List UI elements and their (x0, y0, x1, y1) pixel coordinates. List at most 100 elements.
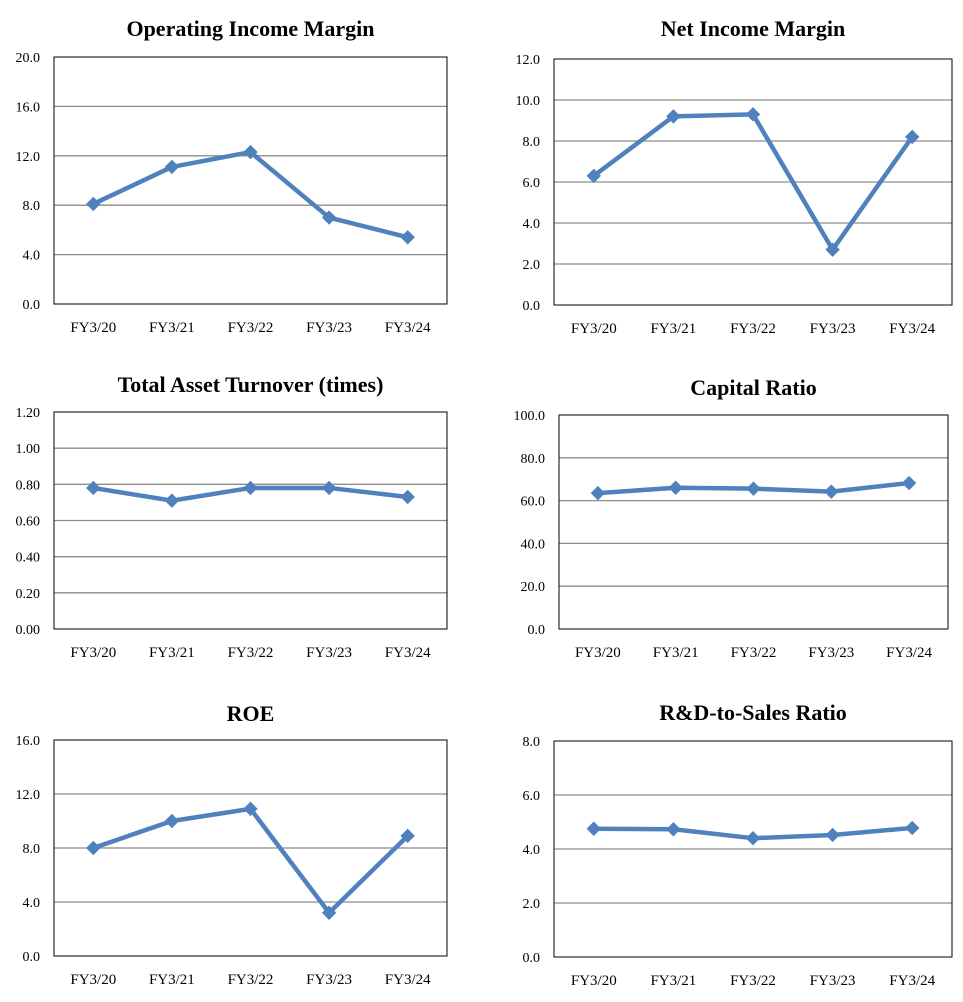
data-point (164, 159, 180, 175)
y-tick-label: 0.0 (23, 950, 41, 965)
y-tick-label: 0.80 (16, 478, 41, 493)
chart-2: Net Income Margin 0.0 2.0 4.0 6.0 8.0 10.0 12.0… (516, 16, 953, 337)
x-tick-label: FY3/20 (571, 321, 617, 337)
x-tick-label: FY3/21 (650, 321, 696, 337)
data-point (824, 484, 839, 499)
y-tick-label: 0.0 (523, 951, 541, 966)
data-point (666, 109, 681, 124)
data-point (321, 480, 337, 496)
y-tick-label: 4.0 (523, 217, 541, 232)
y-tick-label: 2.0 (523, 897, 541, 912)
y-tick-label: 20.0 (521, 580, 546, 595)
x-tick-label: FY3/23 (306, 972, 352, 988)
y-tick-label: 8.0 (523, 135, 541, 150)
y-tick-label: 10.0 (516, 94, 541, 109)
x-tick-label: FY3/20 (575, 645, 621, 661)
x-tick-label: FY3/23 (306, 320, 352, 336)
series-line (92, 149, 409, 240)
y-tick-label: 8.0 (523, 735, 541, 750)
y-tick-label: 0.00 (16, 623, 41, 638)
data-point (590, 485, 606, 501)
x-tick-label: FY3/22 (228, 645, 274, 661)
y-tick-label: 0.0 (528, 623, 546, 638)
chart-3: Total Asset Turnover (times) 0.00 0.20 0.40… (16, 372, 448, 661)
x-tick-label: FY3/21 (653, 645, 699, 661)
x-tick-label: FY3/24 (889, 321, 935, 337)
y-tick-label: 6.0 (523, 176, 541, 191)
data-point (400, 489, 415, 505)
data-point (164, 493, 180, 508)
y-tick-label: 12.0 (16, 150, 41, 165)
plot-area (53, 739, 448, 957)
plot-area (53, 56, 448, 305)
x-tick-label: FY3/22 (730, 973, 776, 989)
y-tick-label: 4.0 (523, 843, 541, 858)
plot-area (558, 414, 949, 630)
y-tick-label: 8.0 (23, 199, 41, 214)
y-tick-label: 6.0 (523, 789, 541, 804)
x-tick-label: FY3/21 (149, 320, 195, 336)
x-tick-label: FY3/23 (810, 321, 856, 337)
y-tick-label: 40.0 (521, 537, 546, 552)
plot-area (553, 58, 953, 306)
y-tick-label: 12.0 (516, 53, 541, 68)
data-point (904, 129, 920, 145)
data-point (164, 813, 180, 829)
data-point (746, 481, 761, 496)
x-tick-label: FY3/22 (730, 321, 776, 337)
x-tick-label: FY3/20 (571, 973, 617, 989)
x-tick-label: FY3/21 (650, 973, 696, 989)
x-tick-label: FY3/24 (889, 973, 935, 989)
data-point (668, 480, 683, 495)
data-point (901, 475, 917, 491)
data-point (904, 820, 920, 836)
chart-5: ROE 0.0 4.0 8.0 12.0 16.0 FY3/20 FY3/21 FY3/22 FY… (16, 701, 448, 988)
y-tick-label: 1.20 (16, 406, 41, 421)
series-line (92, 806, 410, 916)
plot-area (53, 411, 448, 630)
chart-title: Operating Income Margin (126, 16, 374, 41)
y-tick-label: 0.20 (16, 587, 41, 602)
x-tick-label: FY3/22 (731, 645, 777, 661)
data-point (86, 840, 101, 856)
chart-4: Capital Ratio 0.0 20.0 40.0 60.0 80.0 100.0 FY3… (514, 375, 949, 661)
data-point (400, 828, 415, 844)
y-tick-label: 2.0 (523, 258, 541, 273)
x-tick-label: FY3/20 (70, 645, 116, 661)
chart-1: Operating Income Margin 0.0 4.0 8.0 12.0 16.0… (16, 16, 448, 336)
y-tick-label: 4.0 (23, 249, 41, 264)
x-tick-label: FY3/23 (306, 645, 352, 661)
chart-title: ROE (227, 701, 275, 726)
x-tick-label: FY3/21 (149, 972, 195, 988)
data-point (745, 830, 761, 846)
data-point (400, 230, 415, 245)
y-tick-label: 100.0 (514, 409, 546, 424)
x-tick-label: FY3/24 (385, 972, 431, 988)
data-point (321, 210, 337, 225)
chart-6: R&D-to-Sales Ratio 0.0 2.0 4.0 6.0 8.0 FY3/20 F… (523, 700, 953, 989)
data-point (745, 107, 761, 122)
y-tick-label: 20.0 (16, 51, 41, 66)
x-tick-label: FY3/20 (70, 972, 116, 988)
data-point (321, 905, 337, 921)
y-tick-label: 8.0 (23, 842, 41, 857)
data-point (243, 144, 258, 160)
y-tick-label: 16.0 (16, 100, 41, 115)
chart-title: R&D-to-Sales Ratio (659, 700, 847, 725)
data-point (666, 822, 681, 837)
x-tick-label: FY3/23 (810, 973, 856, 989)
x-tick-label: FY3/21 (149, 645, 195, 661)
data-point (586, 821, 602, 836)
chart-title: Total Asset Turnover (times) (118, 372, 384, 397)
y-tick-label: 0.60 (16, 515, 41, 530)
data-point (825, 827, 840, 843)
x-tick-label: FY3/24 (385, 320, 431, 336)
y-tick-label: 1.00 (16, 442, 41, 457)
chart-title: Net Income Margin (661, 16, 846, 41)
x-tick-label: FY3/24 (385, 645, 431, 661)
data-point (86, 480, 101, 496)
y-tick-label: 16.0 (16, 734, 41, 749)
plot-area (553, 740, 953, 958)
x-tick-label: FY3/23 (808, 645, 854, 661)
